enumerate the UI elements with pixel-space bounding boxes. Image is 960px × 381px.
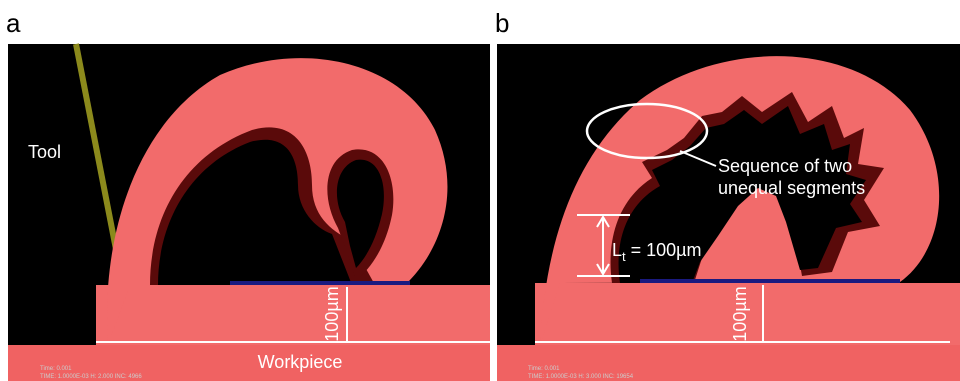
callout-line	[679, 150, 717, 167]
arrowheads	[596, 215, 610, 276]
callout: Sequence of two	[718, 156, 852, 176]
tool-label: Tool	[28, 142, 61, 162]
subscript: t	[622, 249, 626, 264]
workpiece	[96, 285, 490, 345]
callout: unequal segments	[718, 178, 865, 198]
workpiece	[535, 283, 960, 345]
footer: TIME: 1.0000E-03 H: 3.000 INC: 19654	[528, 374, 634, 380]
curl-hole	[336, 159, 384, 268]
tool	[73, 43, 124, 276]
value: = 100µm	[626, 240, 702, 260]
footer: TIME: 1.0000E-03 H: 2.000 INC: 4966	[40, 374, 142, 380]
scale-label: 100µm	[730, 286, 750, 341]
panel-b: b Sequence of two unequal segments Lt = …	[495, 8, 960, 381]
workpiece-base	[497, 345, 960, 381]
contact-zone	[640, 279, 900, 283]
footer: Time: 0.001	[40, 366, 72, 372]
workpiece-label: Workpiece	[258, 352, 343, 372]
chip-hole	[618, 106, 866, 283]
panel-label: a	[6, 8, 21, 38]
callout-ellipse	[585, 102, 709, 160]
footer: Time: 0.001	[528, 366, 560, 372]
panel-a: a Tool Workpiece 100µm Time: 0.001 TIME:…	[6, 8, 490, 381]
chip-hole	[158, 139, 352, 285]
symbol: L	[612, 240, 622, 260]
contact-zone	[230, 281, 410, 285]
workpiece-base	[8, 345, 490, 381]
thickness-label: Lt = 100µm	[612, 240, 702, 264]
scale-label: 100µm	[322, 286, 342, 341]
panel-label: b	[495, 8, 509, 38]
